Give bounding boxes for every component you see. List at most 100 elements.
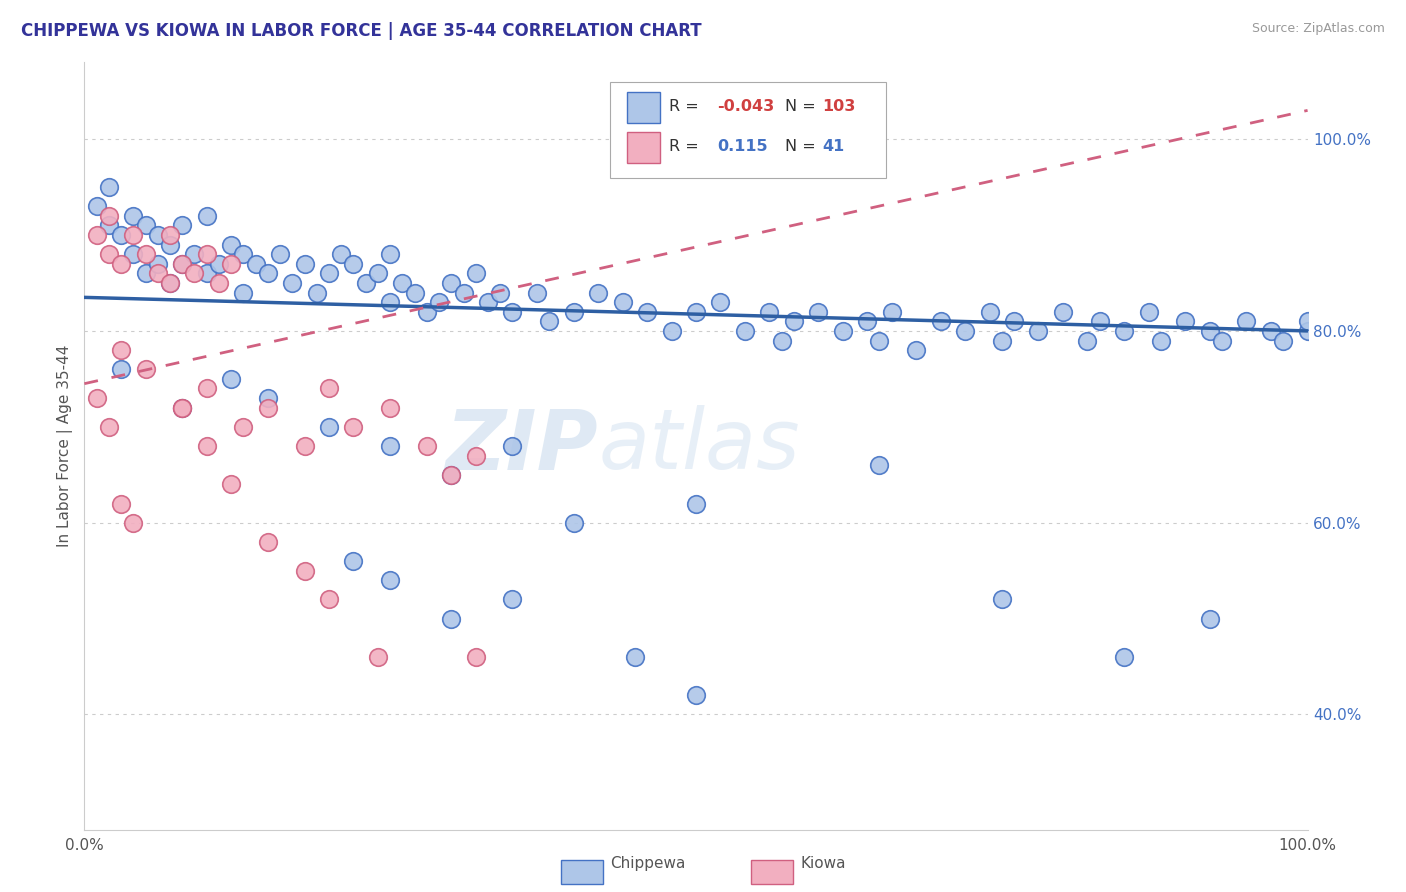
Point <box>1198 612 1220 626</box>
Point <box>172 257 194 271</box>
Point <box>232 247 254 261</box>
Point <box>709 295 731 310</box>
Point <box>232 420 254 434</box>
Point <box>122 228 145 243</box>
Point <box>661 324 683 338</box>
Point <box>1114 324 1136 338</box>
Point <box>232 285 254 300</box>
Point <box>562 516 585 530</box>
Text: R =: R = <box>669 139 699 154</box>
Text: Source: ZipAtlas.com: Source: ZipAtlas.com <box>1251 22 1385 36</box>
Point <box>122 247 145 261</box>
Point <box>502 305 524 319</box>
Point <box>110 343 132 358</box>
Point <box>159 228 181 243</box>
Point <box>685 689 707 703</box>
Point <box>464 449 486 463</box>
Point <box>380 401 402 415</box>
Point <box>318 420 340 434</box>
Point <box>464 650 486 665</box>
Point <box>122 516 145 530</box>
Point <box>1052 305 1074 319</box>
Point <box>440 467 463 482</box>
Point <box>477 295 499 310</box>
Point <box>110 228 132 243</box>
Point <box>502 439 524 453</box>
Point <box>294 257 316 271</box>
Point <box>354 276 377 290</box>
Point <box>1236 314 1258 328</box>
FancyBboxPatch shape <box>610 81 886 178</box>
Point <box>342 257 364 271</box>
Point <box>172 219 194 233</box>
Point <box>1272 334 1295 348</box>
Point <box>685 305 707 319</box>
FancyBboxPatch shape <box>627 93 661 123</box>
Point <box>1198 324 1220 338</box>
Point <box>991 592 1014 607</box>
Point <box>734 324 756 338</box>
Point <box>257 391 280 405</box>
Point <box>453 285 475 300</box>
Point <box>281 276 304 290</box>
Point <box>172 401 194 415</box>
Text: N =: N = <box>786 139 815 154</box>
Point <box>159 237 181 252</box>
Point <box>367 650 389 665</box>
Text: Kiowa: Kiowa <box>800 856 845 871</box>
Point <box>195 247 218 261</box>
Text: N =: N = <box>786 99 815 114</box>
Point <box>122 209 145 223</box>
Point <box>146 266 169 280</box>
Text: 0.115: 0.115 <box>717 139 768 154</box>
Point <box>979 305 1001 319</box>
Point <box>905 343 928 358</box>
Point <box>856 314 879 328</box>
Point <box>219 372 242 386</box>
Point <box>1211 334 1233 348</box>
Point <box>1260 324 1282 338</box>
Point <box>502 592 524 607</box>
Point <box>195 439 218 453</box>
Point <box>427 295 450 310</box>
Point <box>770 334 793 348</box>
Point <box>318 382 340 396</box>
Point <box>1296 314 1319 328</box>
Point <box>416 439 439 453</box>
Point <box>110 257 132 271</box>
Point <box>135 247 157 261</box>
Point <box>86 199 108 213</box>
Point <box>110 362 132 376</box>
Point <box>380 439 402 453</box>
Point <box>159 276 181 290</box>
Point <box>219 257 242 271</box>
Point <box>86 391 108 405</box>
Point <box>86 228 108 243</box>
Point <box>562 305 585 319</box>
Point <box>464 266 486 280</box>
Point <box>1174 314 1197 328</box>
Point <box>758 305 780 319</box>
Point <box>624 650 647 665</box>
Point <box>636 305 658 319</box>
Point <box>586 285 609 300</box>
Point <box>195 382 218 396</box>
Point <box>380 574 402 588</box>
Point <box>135 266 157 280</box>
Point <box>991 334 1014 348</box>
Text: 103: 103 <box>823 99 855 114</box>
Point <box>318 592 340 607</box>
Point <box>869 334 891 348</box>
Point <box>269 247 291 261</box>
Point <box>1088 314 1111 328</box>
Point <box>294 439 316 453</box>
Point <box>342 420 364 434</box>
Text: CHIPPEWA VS KIOWA IN LABOR FORCE | AGE 35-44 CORRELATION CHART: CHIPPEWA VS KIOWA IN LABOR FORCE | AGE 3… <box>21 22 702 40</box>
Point <box>342 554 364 568</box>
Point <box>195 209 218 223</box>
Point <box>880 305 903 319</box>
Point <box>404 285 426 300</box>
Point <box>97 180 120 194</box>
Point <box>416 305 439 319</box>
Point <box>97 219 120 233</box>
